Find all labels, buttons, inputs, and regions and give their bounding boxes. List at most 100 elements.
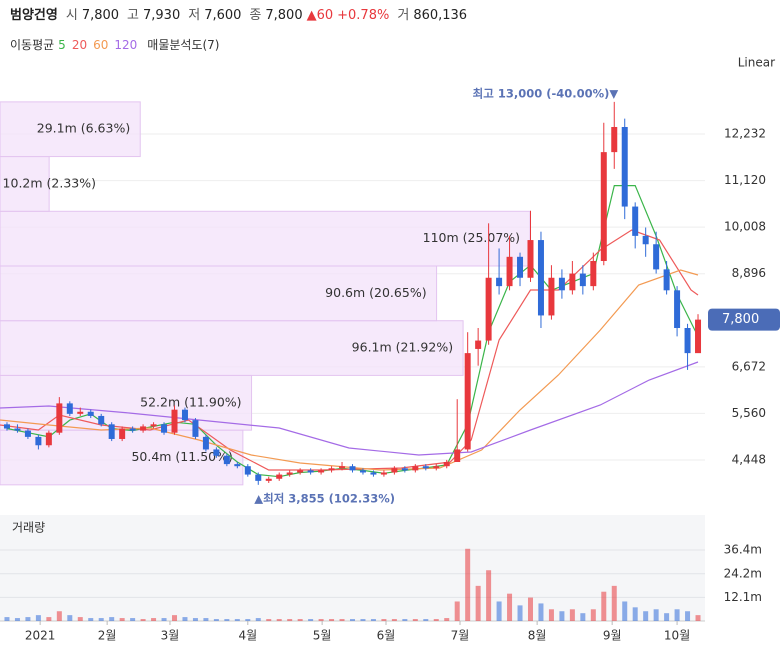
low-annotation: ▲최저 3,855 (102.33%) (254, 491, 395, 505)
value: 7,800 (265, 8, 303, 23)
candle-body (590, 261, 597, 287)
legend-item[interactable]: 60 (93, 38, 109, 52)
candle-body (349, 466, 356, 471)
candle-body (318, 470, 325, 473)
ma-line (0, 361, 699, 456)
volume-bar (569, 609, 575, 621)
candle-body (454, 449, 461, 463)
volume-bar (35, 615, 41, 621)
high-annotation: 최고 13,000 (-40.00%)▼ (473, 86, 619, 100)
volume-bar (381, 619, 387, 621)
candle-body (517, 256, 524, 278)
legend-item[interactable]: 5 (58, 38, 66, 52)
x-tick-label: 2월 (98, 629, 117, 643)
legend-title: 이동평균 (10, 38, 55, 52)
candle-body (339, 466, 346, 469)
candle-body (558, 277, 565, 291)
legend[interactable]: 이동평균 5 20 60 120 매물분석도(7) (10, 36, 219, 53)
value: 7,930 (143, 8, 181, 23)
y-tick-label: 10,008 (724, 220, 766, 234)
legend-item[interactable]: 매물분석도(7) (147, 38, 220, 52)
price-tag-label: 7,800 (722, 312, 759, 327)
volume-bar (318, 619, 324, 621)
volume-bar (632, 607, 638, 621)
candle-body (391, 468, 398, 473)
candle-body (632, 206, 639, 236)
volume-bar (25, 617, 31, 621)
volume-bar (213, 619, 219, 621)
profile-label: 90.6m (20.65%) (325, 285, 426, 300)
volume-bar (517, 605, 523, 621)
candle-body (600, 152, 607, 262)
legend-item[interactable]: 20 (71, 38, 88, 52)
x-tick-label: 3월 (161, 629, 180, 643)
volume-bar (140, 619, 146, 621)
candle-body (422, 466, 429, 469)
candle-body (359, 470, 366, 473)
candle-body (475, 340, 482, 349)
candle-body (77, 411, 84, 414)
candle-body (695, 319, 702, 354)
volume-bar (234, 619, 240, 621)
candle-body (401, 468, 408, 471)
volume-bar (14, 618, 20, 621)
volume-bar (255, 618, 261, 621)
candle-body (653, 244, 660, 270)
label: 저 (188, 8, 201, 23)
volume-bar (88, 618, 94, 621)
candle-body (119, 428, 126, 439)
candle-body (569, 273, 576, 291)
candle-body (87, 411, 94, 416)
candle-body (66, 403, 73, 414)
volume-bar (308, 619, 314, 621)
candle-body (674, 290, 681, 329)
volume-bar (119, 618, 125, 621)
x-tick-label: 10월 (664, 629, 690, 643)
candle-body (684, 328, 691, 354)
volume-bar (402, 619, 408, 621)
volume-bar (245, 619, 251, 621)
volume-bar (601, 591, 607, 621)
volume-bar (622, 601, 628, 621)
volume-bar (192, 618, 198, 621)
volume-bar (172, 615, 178, 621)
volume-bar (109, 617, 115, 621)
volume-bar (360, 619, 366, 621)
profile-label: 110m (25.07%) (423, 230, 520, 245)
profile-label: 50.4m (11.50%) (131, 449, 232, 464)
volume-bar (507, 593, 513, 621)
volume-bar (161, 618, 167, 621)
ma-list: 5 20 60 120 (58, 38, 137, 52)
x-tick-label: 2021 (25, 629, 56, 643)
candle-body (45, 432, 52, 446)
volume-bar (465, 548, 471, 621)
label: 종 (249, 8, 262, 23)
legend-item[interactable]: 120 (114, 38, 138, 52)
candle-body (276, 474, 283, 479)
price-tag (708, 308, 780, 331)
volume-bar (182, 617, 188, 621)
volume-bar (433, 619, 439, 621)
candle-body (213, 449, 220, 456)
volume-bar (643, 611, 649, 621)
x-tick-label: 6월 (377, 629, 396, 643)
value: 860,136 (413, 8, 468, 23)
volume-bar (130, 618, 136, 621)
candle-body (171, 409, 178, 433)
volume-bar (4, 617, 10, 621)
candle-body (234, 464, 241, 467)
volume-bar (56, 611, 62, 621)
candle-body (14, 428, 21, 431)
candle-body (485, 277, 492, 341)
volume-bar (266, 619, 272, 621)
label: 고 (127, 8, 139, 23)
y-tick-label: 24.2m (724, 566, 762, 580)
y-tick-label: 8,896 (732, 266, 766, 280)
candle-body (579, 273, 586, 287)
candle-body (202, 436, 209, 450)
value: 7,600 (204, 8, 242, 23)
volume-bar (224, 619, 230, 621)
candle-body (548, 277, 555, 316)
candle-body (443, 462, 450, 467)
profile-label: 52.2m (11.90%) (140, 394, 241, 409)
